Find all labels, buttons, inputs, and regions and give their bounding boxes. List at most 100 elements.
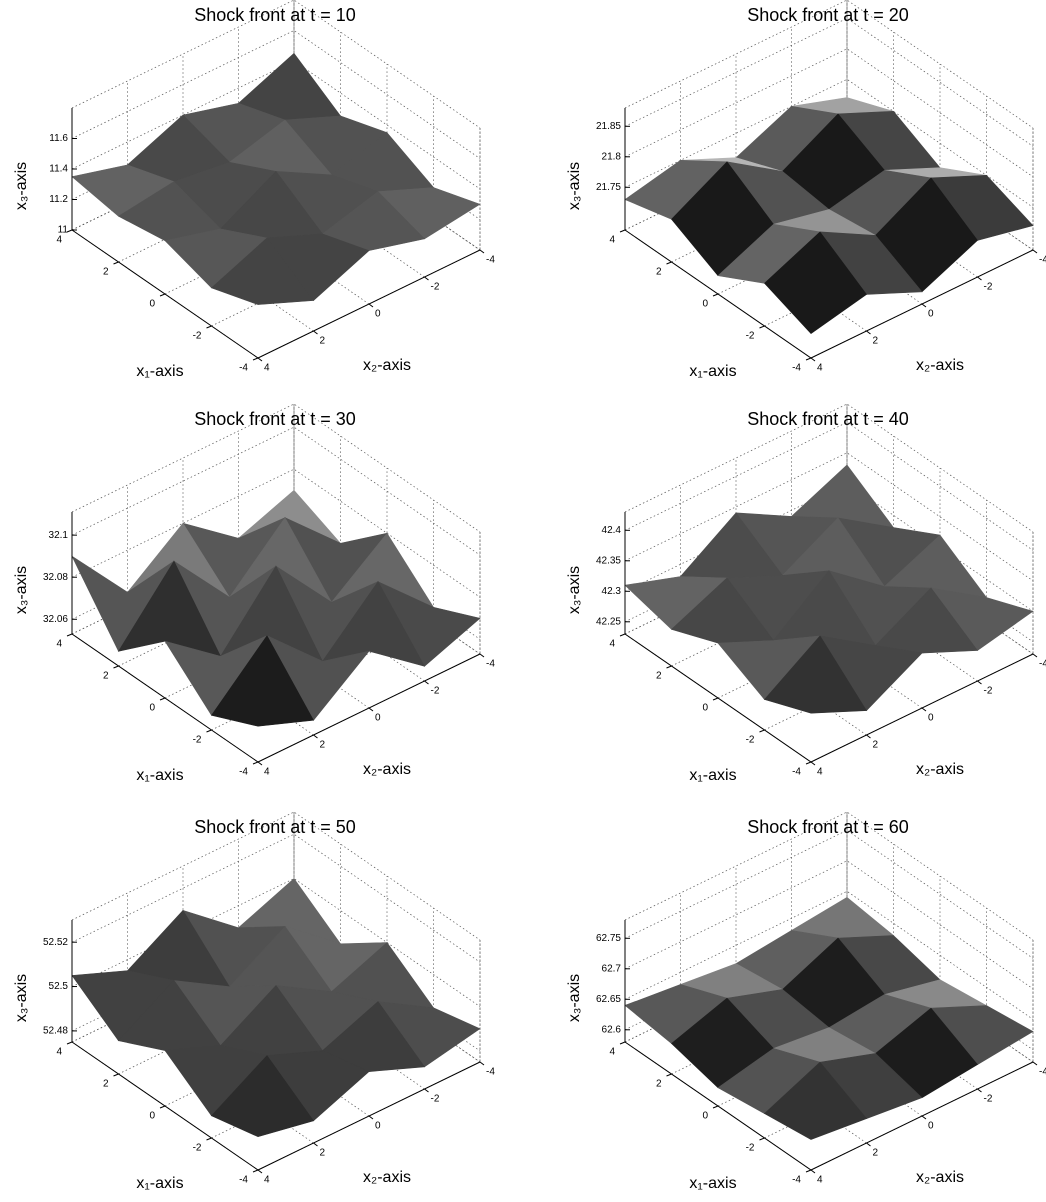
y-tick [257,761,263,766]
x-tick [206,729,212,733]
y-tick [977,680,982,685]
x-tick-label: -2 [193,735,202,746]
y-tick [921,1115,927,1120]
x-tick [159,697,166,701]
y-tick [810,761,816,766]
x-tick [759,1137,765,1141]
y-tick [479,653,485,658]
y-tick [866,330,871,335]
y-tick-label: 2 [320,740,326,751]
grid-line [257,532,481,763]
grid-line [624,17,1034,147]
box-edge [624,811,1034,941]
z-tick-label: 52.52 [43,937,68,948]
x-tick [252,357,259,361]
grid-line [671,436,894,667]
y-tick [866,734,871,739]
y-tick [866,1142,871,1147]
y-axis-label: x₂-axis [916,761,964,778]
grid-line [164,876,388,1107]
x-tick [113,261,119,265]
x-tick-label: 0 [149,1111,155,1122]
y-tick [368,303,374,308]
grid-line [624,421,1034,551]
surface-patch [210,237,315,305]
box-edge [624,403,1034,533]
x-tick-label: 2 [656,1079,662,1090]
grid-line [624,452,1034,582]
surface-patch [790,897,895,939]
z-tick-label: 62.6 [602,1024,622,1035]
y-axis-label: x₂-axis [916,1169,964,1186]
x-tick [712,293,719,297]
x-tick [66,1041,73,1045]
x-tick [159,1105,166,1109]
z-tick-label: 42.35 [596,555,621,566]
y-tick [257,1169,263,1174]
x-tick-label: 0 [702,1111,708,1122]
x-tick [206,325,212,329]
y-tick-label: 0 [375,309,381,320]
y-tick-label: 4 [817,767,823,778]
y-tick [810,357,816,362]
x-tick [619,229,626,233]
grid-line [211,96,434,327]
y-tick [1032,1061,1038,1066]
grid-line [671,844,894,1075]
x-tick-label: -2 [746,735,755,746]
z-axis-label: x₃-axis [566,974,583,1022]
y-tick [368,707,374,712]
y-tick-label: -2 [431,1094,440,1105]
z-tick-label: 62.75 [596,933,621,944]
z-tick-label: 62.65 [596,994,621,1005]
grid-line [624,48,1034,178]
grid-line [118,844,341,1075]
surface-panel: -4 -2 0 2 4 -4 -2 0 2 4 62.6 62.65 62.7 62.75 Shock fr… [566,811,1046,1192]
z-tick-label: 32.08 [43,572,68,583]
x-tick-label: -2 [193,1143,202,1154]
grid-line [764,908,987,1139]
z-tick-label: 32.1 [49,530,69,541]
grid-line [71,426,481,556]
x-tick [206,1137,212,1141]
grid-line [71,404,295,635]
x-tick-label: -4 [792,363,801,374]
x-tick [712,1105,719,1109]
x-tick-label: 4 [56,1047,62,1058]
y-tick [313,330,318,335]
x-tick [252,761,259,765]
grid-line [257,128,481,359]
y-tick [977,1088,982,1093]
y-tick-label: 0 [375,1121,381,1132]
y-tick-label: 4 [264,1175,270,1186]
y-tick-label: -4 [486,255,495,266]
chart-title: Shock front at t = 40 [747,409,909,429]
y-axis-label: x₂-axis [363,1169,411,1186]
chart-title: Shock front at t = 50 [194,817,356,837]
x-tick-label: 4 [609,1047,615,1058]
grid-line [717,64,941,295]
x-tick-label: 4 [56,639,62,650]
z-tick-label: 11.4 [49,164,68,175]
x-tick-label: 2 [103,1079,109,1090]
x-tick [619,1041,626,1045]
surface-patch [210,1055,314,1138]
grid-line [71,60,481,190]
y-tick-label: 0 [928,309,934,320]
surface-panel: -4 -2 0 2 4 -4 -2 0 2 4 21.75 21.8 21.85 Shock front … [566,0,1046,380]
z-tick-label: 42.4 [602,525,622,536]
z-tick-label: 42.3 [602,586,622,597]
x-axis-label: x₁-axis [136,767,183,784]
x-tick-label: 4 [609,235,615,246]
y-tick-label: -4 [486,1067,495,1078]
grid-line [624,812,848,1043]
grid-line [71,30,481,159]
y-tick-label: 0 [928,1121,934,1132]
grid-line [71,468,481,598]
z-tick-label: 11.2 [49,194,68,205]
x-tick-label: 2 [103,671,109,682]
x-tick-label: -4 [239,363,248,374]
chart-title: Shock front at t = 20 [747,5,909,25]
y-tick [1032,653,1038,658]
y-axis-label: x₂-axis [363,761,411,778]
